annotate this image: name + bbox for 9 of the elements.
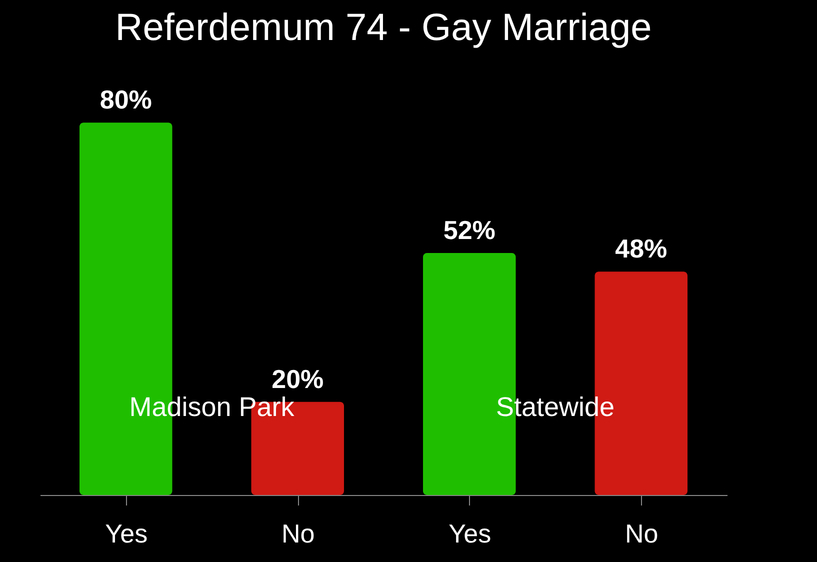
chart-title: Referdemum 74 - Gay Marriage bbox=[115, 7, 652, 49]
x-tick-label: No bbox=[282, 518, 315, 548]
x-tick-label: No bbox=[625, 518, 658, 548]
x-tick-label: Yes bbox=[448, 518, 492, 548]
x-tick-label: Yes bbox=[105, 518, 148, 548]
data-label: 48% bbox=[615, 234, 668, 264]
data-label: 80% bbox=[100, 84, 152, 115]
data-label: 20% bbox=[272, 364, 324, 394]
data-label: 52% bbox=[443, 214, 496, 245]
